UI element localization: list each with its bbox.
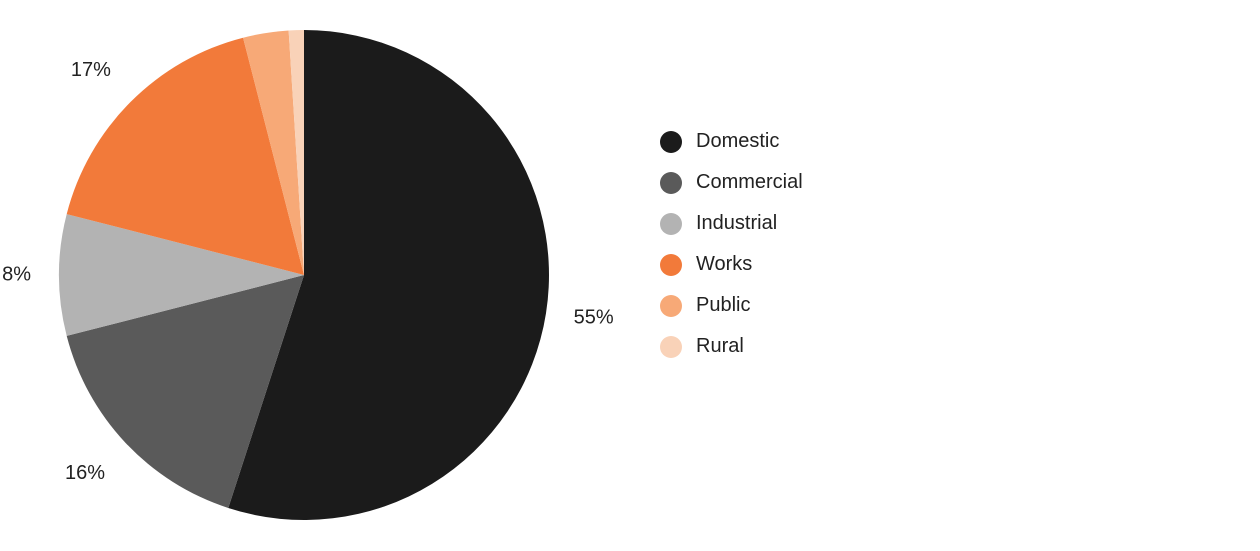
legend-dot-public: [660, 295, 682, 317]
legend-dot-rural: [660, 336, 682, 358]
legend-dot-industrial: [660, 213, 682, 235]
pie-label-industrial: 8%: [2, 264, 31, 287]
legend-item-industrial: Industrial: [660, 212, 803, 235]
legend-dot-works: [660, 254, 682, 276]
pie-label-commercial: 16%: [65, 462, 105, 485]
pie-label-public: 3%: [247, 0, 276, 5]
pie-label-domestic: 55%: [574, 306, 614, 329]
pie-chart: [0, 0, 1260, 551]
pie-label-rural: 1%: [281, 0, 310, 2]
legend-item-rural: Rural: [660, 335, 803, 358]
legend-label-public: Public: [696, 294, 750, 317]
legend-dot-commercial: [660, 172, 682, 194]
chart-stage: 55% 16% 8% 17% 3% 1% Domestic Commercial Indust…: [0, 0, 1260, 551]
legend-label-rural: Rural: [696, 335, 744, 358]
legend-dot-domestic: [660, 131, 682, 153]
legend-label-works: Works: [696, 253, 752, 276]
legend-item-commercial: Commercial: [660, 171, 803, 194]
legend-label-industrial: Industrial: [696, 212, 777, 235]
legend: Domestic Commercial Industrial Works Public R…: [660, 130, 803, 376]
pie-label-works: 17%: [71, 59, 111, 82]
legend-item-domestic: Domestic: [660, 130, 803, 153]
legend-label-domestic: Domestic: [696, 130, 779, 153]
legend-item-works: Works: [660, 253, 803, 276]
legend-item-public: Public: [660, 294, 803, 317]
legend-label-commercial: Commercial: [696, 171, 803, 194]
